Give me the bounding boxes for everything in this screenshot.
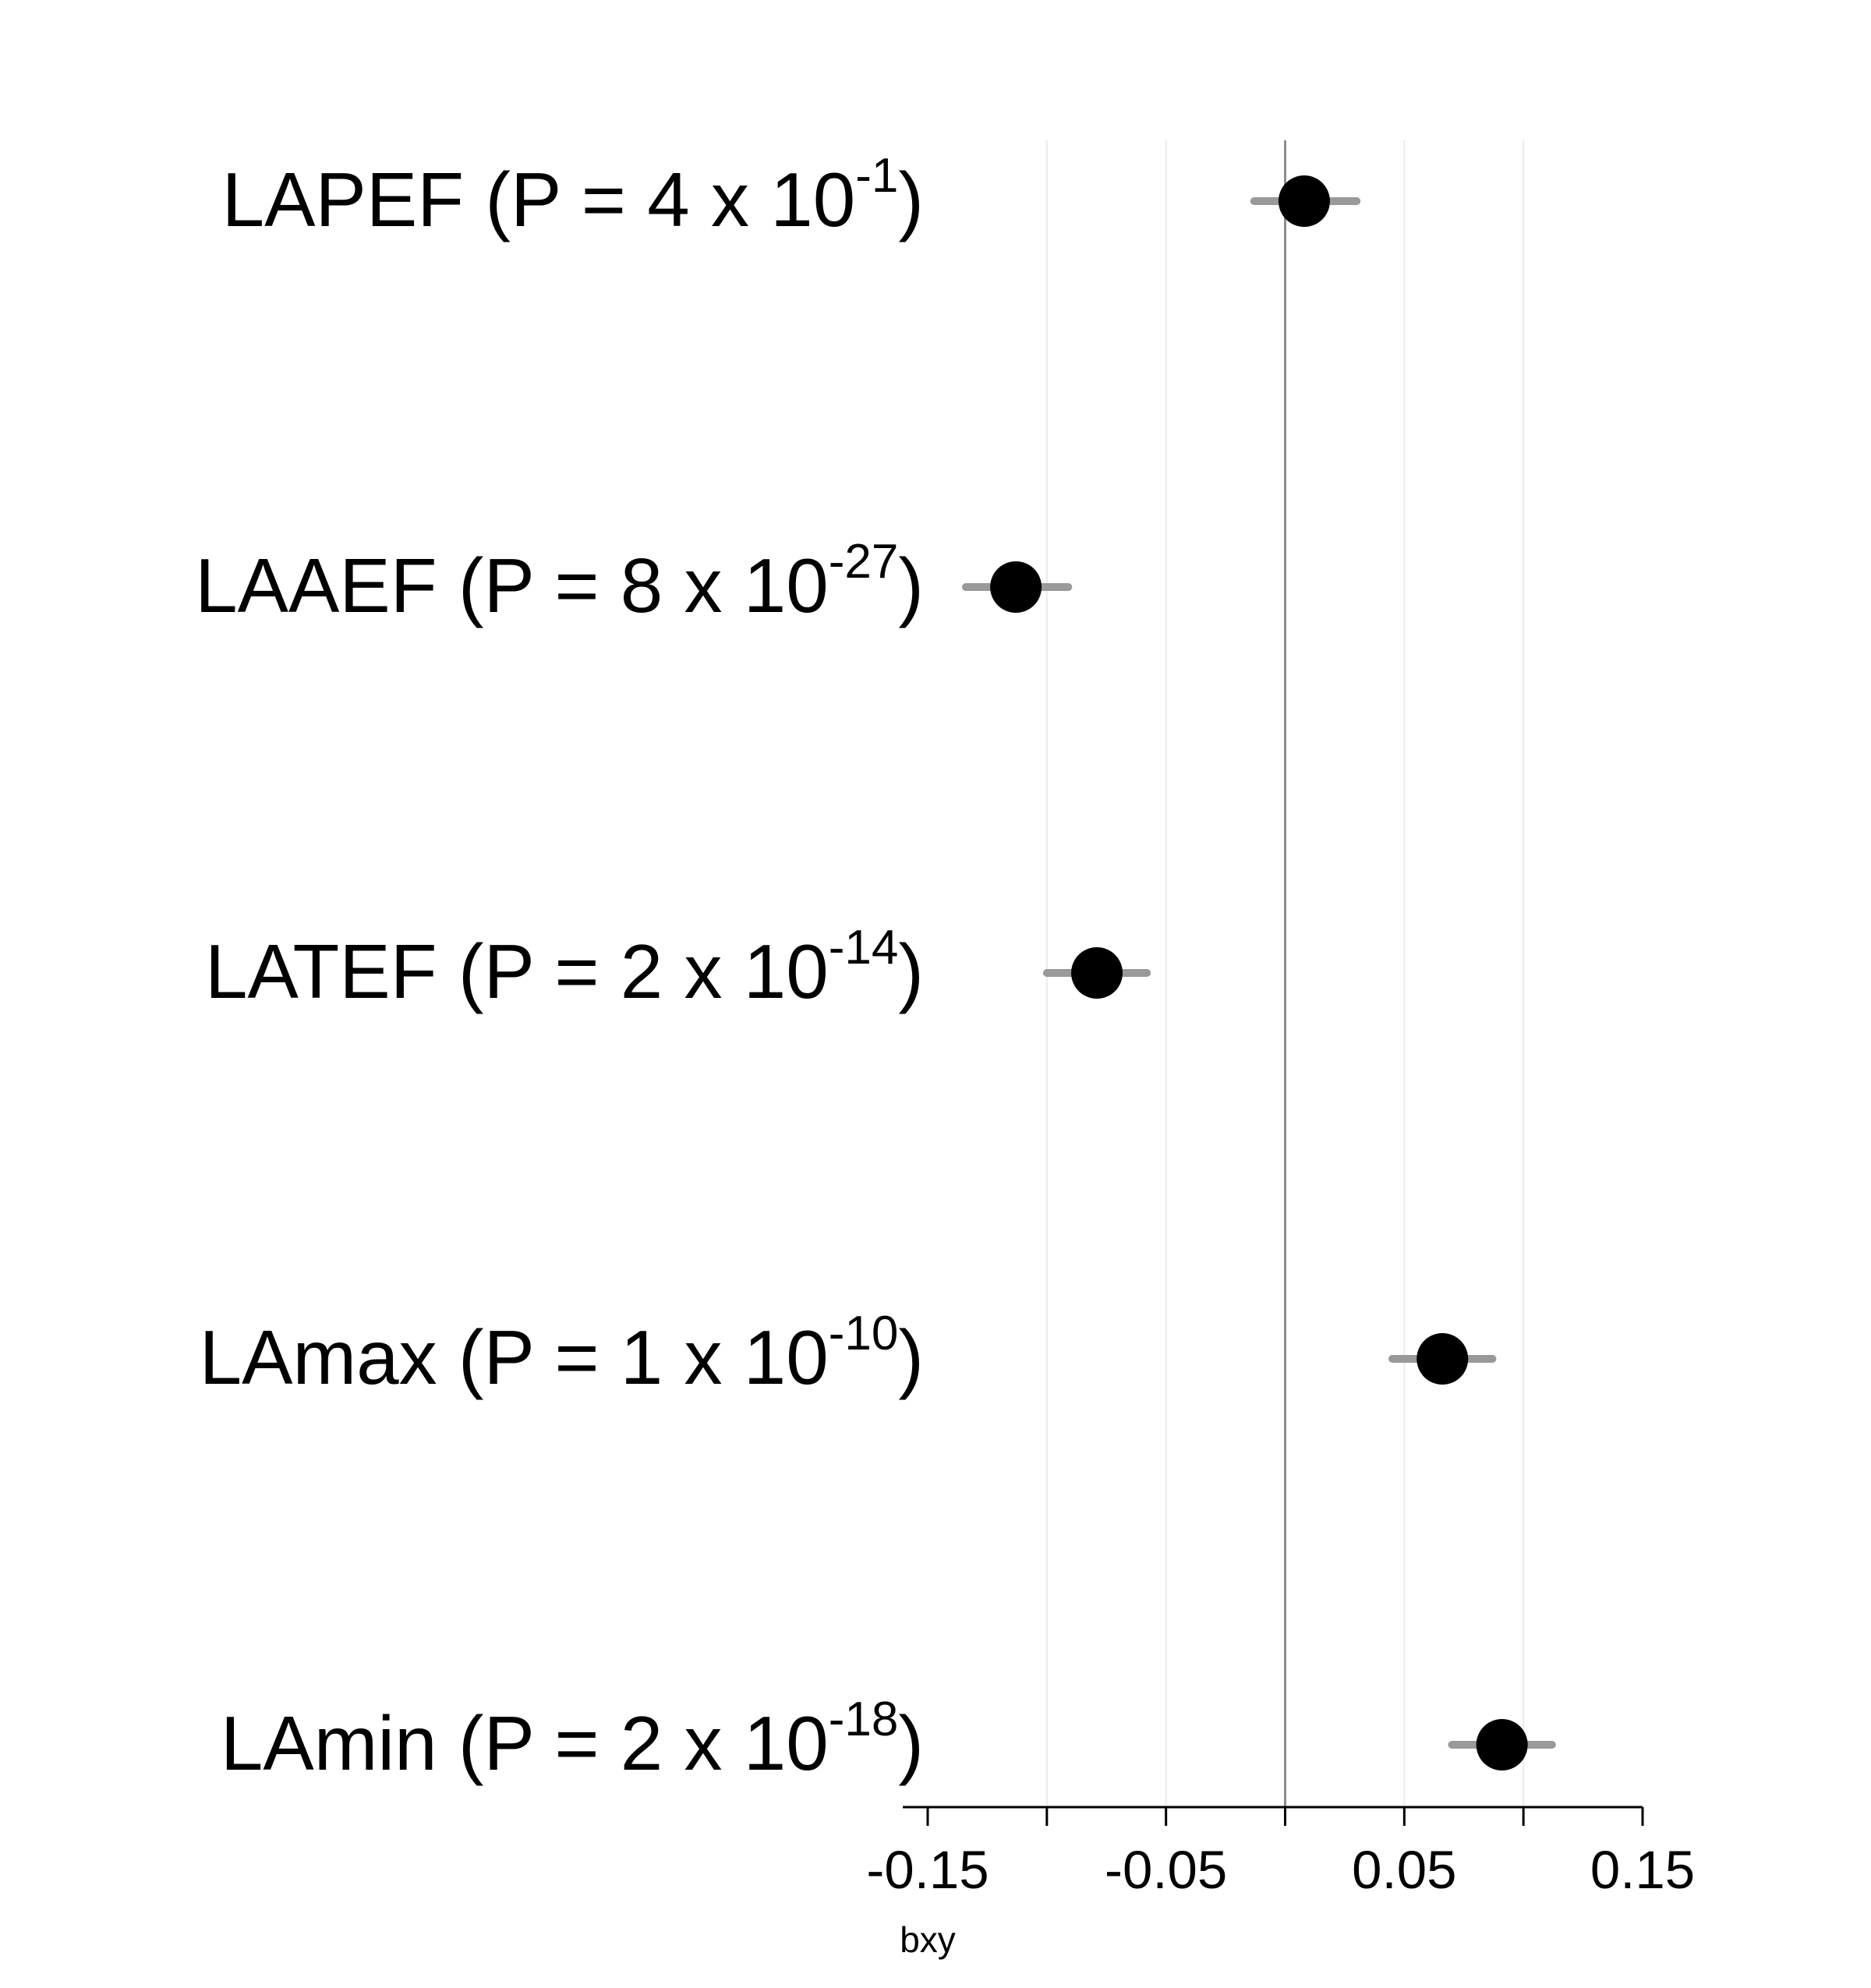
row-label-main: LAmax (P = 1 x 10 [200, 1314, 829, 1400]
row-label-close: ) [898, 157, 924, 242]
forest-row: LAmin (P = 2 x 10-18) [221, 1693, 1556, 1786]
forest-row: LAAEF (P = 8 x 10-27) [195, 535, 1073, 628]
row-label: LAmax (P = 1 x 10-10) [200, 1307, 924, 1400]
row-label-close: ) [898, 1700, 924, 1786]
row-label: LAAEF (P = 8 x 10-27) [195, 535, 924, 628]
row-label-close: ) [898, 929, 924, 1014]
forest-rows: LAPEF (P = 4 x 10-1)LAAEF (P = 8 x 10-27… [195, 149, 1556, 1786]
x-tick-label: -0.15 [866, 1840, 989, 1900]
x-tick-label: -0.05 [1105, 1840, 1227, 1900]
point-estimate [1071, 947, 1123, 999]
row-label-main: LAmin (P = 2 x 10 [221, 1700, 829, 1786]
row-label: LAmin (P = 2 x 10-18) [221, 1693, 924, 1786]
point-estimate [990, 561, 1042, 613]
row-label-close: ) [898, 543, 924, 628]
x-tick-label: 0.15 [1590, 1840, 1695, 1900]
row-label-main: LAPEF (P = 4 x 10 [222, 157, 856, 242]
row-label-exponent: -14 [829, 921, 899, 975]
row-label-exponent: -27 [829, 535, 899, 589]
row-label: LAPEF (P = 4 x 10-1) [222, 149, 924, 242]
point-estimate [1278, 175, 1330, 227]
row-label-exponent: -10 [829, 1307, 899, 1360]
row-label: LATEF (P = 2 x 10-14) [205, 921, 924, 1014]
forest-row: LAmax (P = 1 x 10-10) [200, 1307, 1497, 1400]
forest-row: LAPEF (P = 4 x 10-1) [222, 149, 1361, 242]
row-label-exponent: -18 [829, 1693, 899, 1746]
point-estimate [1476, 1719, 1528, 1770]
x-axis: -0.15 -0.05 0.05 0.15 [866, 1806, 1695, 1900]
row-label-exponent: -1 [855, 149, 898, 203]
row-label-main: LATEF (P = 2 x 10 [205, 929, 829, 1014]
x-tick-label: 0.05 [1352, 1840, 1456, 1900]
forest-row: LATEF (P = 2 x 10-14) [205, 921, 1151, 1014]
row-label-main: LAAEF (P = 8 x 10 [195, 543, 829, 628]
row-label-close: ) [898, 1314, 924, 1400]
x-axis-title: bxy [900, 1919, 956, 1960]
point-estimate [1417, 1333, 1469, 1385]
